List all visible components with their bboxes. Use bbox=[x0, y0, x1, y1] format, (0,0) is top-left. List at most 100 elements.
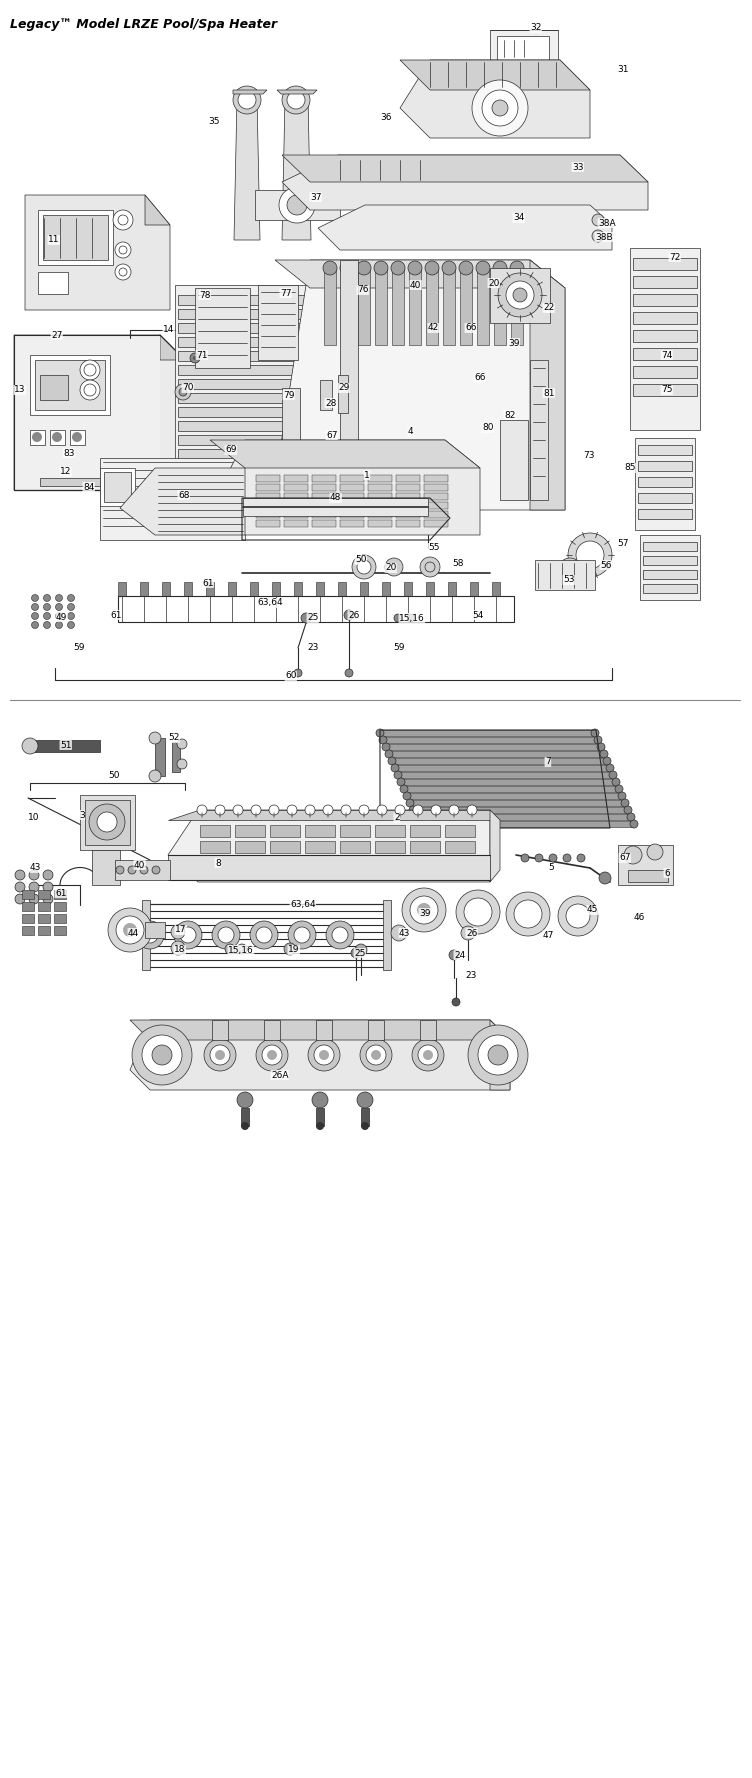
Text: 61: 61 bbox=[110, 610, 122, 619]
Bar bbox=[424, 510, 448, 517]
Bar bbox=[142, 900, 150, 971]
Polygon shape bbox=[175, 284, 310, 510]
Circle shape bbox=[287, 805, 297, 814]
Circle shape bbox=[332, 926, 348, 942]
Circle shape bbox=[256, 1038, 288, 1070]
Text: 26: 26 bbox=[466, 928, 478, 937]
Text: 19: 19 bbox=[288, 946, 299, 955]
Circle shape bbox=[319, 1051, 329, 1060]
Circle shape bbox=[294, 669, 302, 677]
Circle shape bbox=[472, 80, 528, 135]
Circle shape bbox=[68, 622, 74, 628]
Polygon shape bbox=[324, 268, 336, 345]
Polygon shape bbox=[14, 334, 185, 491]
Bar bbox=[340, 510, 364, 517]
Bar bbox=[284, 519, 308, 526]
Bar bbox=[497, 36, 549, 60]
Polygon shape bbox=[168, 855, 490, 880]
Polygon shape bbox=[14, 334, 160, 491]
Circle shape bbox=[630, 820, 638, 829]
Bar bbox=[50, 430, 65, 444]
Circle shape bbox=[415, 820, 423, 829]
Bar bbox=[43, 215, 108, 260]
Circle shape bbox=[510, 261, 524, 276]
Circle shape bbox=[108, 909, 152, 951]
Circle shape bbox=[498, 274, 542, 316]
Circle shape bbox=[269, 805, 279, 814]
Circle shape bbox=[32, 612, 38, 619]
Bar bbox=[424, 493, 448, 500]
Text: 5: 5 bbox=[548, 864, 553, 873]
Polygon shape bbox=[643, 583, 697, 594]
Bar bbox=[340, 519, 364, 526]
Text: 70: 70 bbox=[182, 384, 193, 393]
Circle shape bbox=[212, 921, 240, 949]
Text: 50: 50 bbox=[355, 555, 366, 564]
Circle shape bbox=[323, 261, 337, 276]
Circle shape bbox=[225, 944, 235, 955]
Bar bbox=[470, 581, 478, 596]
Text: 57: 57 bbox=[617, 539, 629, 548]
Bar bbox=[500, 420, 528, 500]
Text: 54: 54 bbox=[472, 610, 484, 619]
Circle shape bbox=[577, 853, 585, 862]
Polygon shape bbox=[178, 393, 307, 404]
Circle shape bbox=[357, 261, 371, 276]
Bar bbox=[118, 581, 126, 596]
Circle shape bbox=[476, 261, 490, 276]
Bar bbox=[35, 359, 105, 411]
Circle shape bbox=[410, 896, 438, 925]
Circle shape bbox=[397, 779, 405, 786]
Bar bbox=[396, 475, 420, 482]
Text: 8: 8 bbox=[215, 859, 221, 868]
Circle shape bbox=[366, 1045, 386, 1065]
Text: 18: 18 bbox=[174, 946, 186, 955]
Polygon shape bbox=[643, 542, 697, 551]
Bar bbox=[375, 825, 405, 837]
Circle shape bbox=[218, 926, 234, 942]
Text: 50: 50 bbox=[108, 770, 120, 779]
Bar bbox=[212, 1021, 228, 1040]
Circle shape bbox=[262, 1045, 282, 1065]
Circle shape bbox=[177, 740, 187, 749]
Text: 44: 44 bbox=[128, 928, 139, 937]
Text: 43: 43 bbox=[30, 864, 41, 873]
Polygon shape bbox=[638, 444, 692, 455]
Text: 3: 3 bbox=[79, 811, 85, 820]
Polygon shape bbox=[145, 196, 170, 226]
Text: 37: 37 bbox=[310, 192, 322, 201]
Circle shape bbox=[115, 242, 131, 258]
Bar bbox=[70, 430, 85, 444]
Bar bbox=[235, 857, 265, 869]
Text: 83: 83 bbox=[63, 448, 74, 457]
Circle shape bbox=[371, 1051, 381, 1060]
Text: 69: 69 bbox=[225, 446, 236, 455]
Polygon shape bbox=[120, 468, 245, 535]
Text: 67: 67 bbox=[619, 853, 630, 862]
Text: 60: 60 bbox=[285, 672, 296, 681]
Text: 43: 43 bbox=[399, 928, 411, 937]
Polygon shape bbox=[255, 190, 340, 220]
Bar bbox=[54, 891, 66, 900]
Text: 78: 78 bbox=[199, 290, 211, 299]
Bar bbox=[54, 901, 66, 910]
Circle shape bbox=[388, 757, 396, 765]
Bar bbox=[38, 926, 50, 935]
Text: 74: 74 bbox=[661, 350, 672, 359]
Bar bbox=[145, 903, 385, 967]
Bar bbox=[38, 901, 50, 910]
Circle shape bbox=[406, 798, 414, 807]
Bar bbox=[250, 581, 258, 596]
Polygon shape bbox=[282, 155, 648, 181]
Polygon shape bbox=[633, 348, 697, 359]
Circle shape bbox=[482, 91, 518, 126]
Circle shape bbox=[385, 558, 403, 576]
Circle shape bbox=[357, 1092, 373, 1108]
Bar bbox=[256, 493, 280, 500]
Polygon shape bbox=[130, 1021, 510, 1040]
Bar bbox=[340, 501, 364, 509]
Circle shape bbox=[431, 805, 441, 814]
Polygon shape bbox=[178, 309, 307, 318]
Polygon shape bbox=[210, 439, 480, 535]
Text: 82: 82 bbox=[504, 411, 515, 420]
